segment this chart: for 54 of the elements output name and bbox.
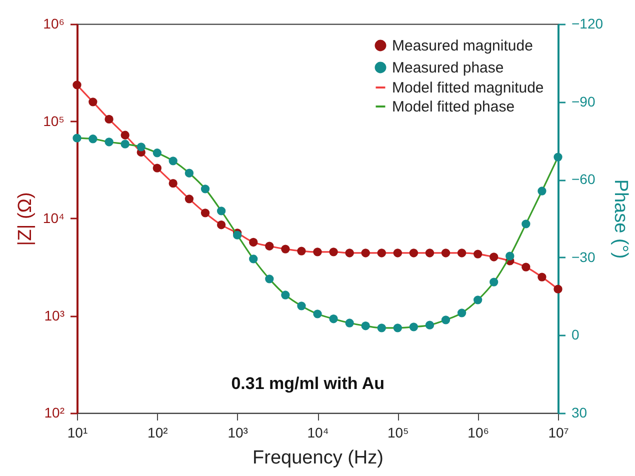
- x-tick-label: 10⁶: [468, 424, 490, 440]
- point: [297, 246, 306, 256]
- x-tick-label: 10⁵: [387, 424, 409, 440]
- point: [281, 244, 290, 254]
- legend-label: Model fitted phase: [392, 98, 515, 116]
- y2-axis-title: Phase (°): [610, 179, 632, 259]
- point: [474, 250, 482, 258]
- y-tick-label: 10⁴: [42, 210, 64, 226]
- point: [265, 242, 274, 250]
- point: [377, 248, 386, 258]
- y-axis-title: |Z| (Ω): [14, 192, 36, 246]
- point: [200, 208, 210, 218]
- legend-label: Measured magnitude: [392, 38, 533, 54]
- point: [554, 284, 562, 294]
- y-tick-label: 10⁶: [43, 16, 64, 32]
- point: [168, 179, 178, 188]
- point: [538, 272, 546, 282]
- point: [249, 238, 258, 247]
- point: [409, 248, 418, 258]
- point: [216, 220, 226, 230]
- y2-tick-label: −60: [572, 171, 596, 188]
- point: [120, 130, 130, 140]
- x-tick-label: 10¹: [67, 424, 88, 440]
- point: [152, 164, 162, 172]
- annotation: 0.31 mg/ml with Au: [231, 374, 385, 393]
- legend-label: Model fitted magnitude: [392, 80, 544, 96]
- x-tick-label: 10⁴: [307, 424, 329, 440]
- point: [88, 98, 98, 106]
- point: [425, 248, 434, 258]
- point: [361, 248, 370, 258]
- x-tick-label: 10³: [228, 424, 248, 440]
- point: [72, 80, 82, 90]
- y2-tick-label: −120: [572, 16, 604, 32]
- point: [457, 248, 466, 258]
- point: [441, 248, 450, 258]
- x-tick-label: 10⁷: [548, 424, 569, 440]
- point: [104, 114, 114, 124]
- y-tick-label: 10²: [44, 404, 65, 420]
- y2-tick-label: −90: [572, 93, 596, 110]
- y2-tick-label: 0: [572, 326, 580, 343]
- point: [393, 248, 402, 258]
- point: [313, 248, 322, 256]
- y2-tick-label: 30: [572, 404, 588, 420]
- x-axis-title: Frequency (Hz): [252, 448, 384, 468]
- y-tick-label: 10³: [44, 307, 65, 324]
- y-tick-label: 10⁵: [43, 112, 64, 129]
- y2-tick-label: −30: [572, 248, 596, 265]
- point: [329, 248, 338, 256]
- point: [345, 248, 354, 258]
- legend-label: Measured phase: [392, 60, 504, 76]
- point: [522, 262, 530, 272]
- x-tick-label: 10²: [148, 424, 168, 440]
- point: [490, 252, 498, 262]
- point: [184, 194, 194, 204]
